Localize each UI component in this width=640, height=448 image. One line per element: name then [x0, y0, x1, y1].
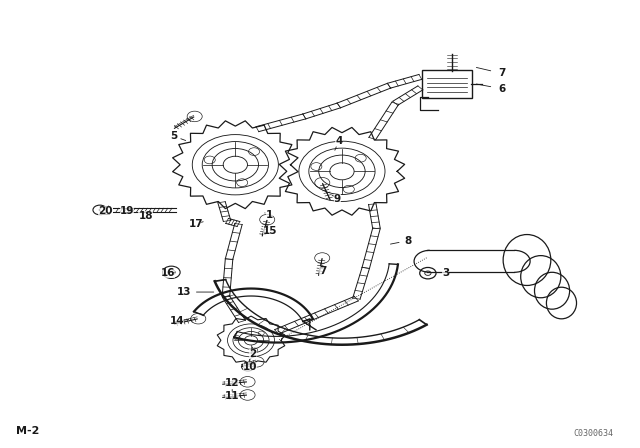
Text: 7: 7	[498, 69, 506, 78]
Text: 6: 6	[499, 84, 506, 94]
Text: 13: 13	[177, 287, 191, 297]
Text: 11: 11	[225, 391, 239, 401]
Text: 1: 1	[266, 210, 273, 220]
Text: 7: 7	[319, 266, 327, 276]
Text: 4: 4	[335, 136, 342, 146]
Text: 12: 12	[225, 378, 239, 388]
Text: 15: 15	[262, 226, 277, 236]
Text: 20: 20	[99, 206, 113, 216]
Text: M-2: M-2	[16, 426, 39, 436]
Text: 8: 8	[404, 236, 412, 246]
Text: 17: 17	[189, 219, 203, 229]
Text: 5: 5	[170, 131, 177, 141]
Text: 10: 10	[243, 362, 257, 372]
Text: 9: 9	[334, 194, 341, 203]
Text: 3: 3	[442, 268, 449, 278]
Text: 14: 14	[170, 316, 184, 327]
Text: 18: 18	[138, 211, 153, 221]
Text: C0300634: C0300634	[573, 429, 614, 438]
Text: 2: 2	[249, 349, 257, 358]
Text: 16: 16	[161, 268, 175, 278]
Text: 19: 19	[120, 206, 134, 216]
